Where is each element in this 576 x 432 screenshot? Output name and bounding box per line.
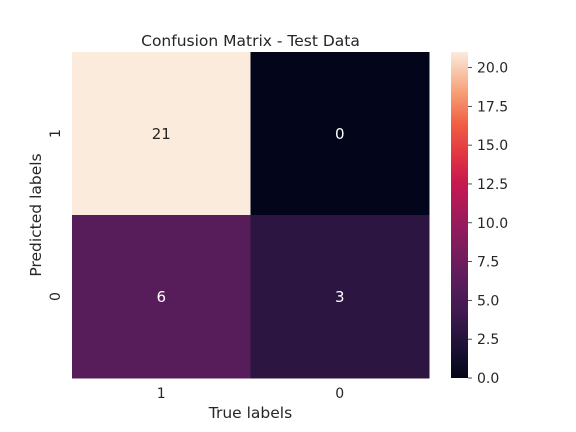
x-axis-label: True labels (208, 404, 292, 422)
colorbar-tick-label: 20.0 (477, 61, 508, 77)
colorbar-tick-label: 10.0 (477, 216, 508, 232)
colorbar-tick-label: 0.0 (477, 371, 499, 387)
colorbar-tick-label: 17.5 (477, 99, 508, 115)
colorbar (451, 52, 468, 378)
y-tick-label: 0 (48, 292, 64, 301)
colorbar-ticks: 0.0 2.5 5.0 7.5 10.0 12.5 15.0 17.5 20.0 (468, 61, 508, 387)
heatmap-cells: 21 0 6 3 (72, 52, 430, 379)
cell-annotation: 3 (335, 288, 345, 306)
y-tick-label: 1 (48, 129, 64, 138)
colorbar-tick-label: 15.0 (477, 138, 508, 154)
colorbar-tick-label: 5.0 (477, 293, 499, 309)
chart-title: Confusion Matrix - Test Data (141, 32, 360, 50)
colorbar-tick-label: 12.5 (477, 177, 508, 193)
x-tick-label: 1 (157, 386, 166, 402)
colorbar-tick-label: 7.5 (477, 255, 499, 271)
cell-annotation: 0 (335, 125, 345, 143)
y-axis-label: Predicted labels (27, 153, 45, 276)
x-tick-label: 0 (335, 386, 344, 402)
cell-annotation: 6 (156, 288, 166, 306)
colorbar-tick-label: 2.5 (477, 332, 499, 348)
cell-annotation: 21 (152, 125, 171, 143)
y-axis-ticks: 10 (48, 129, 64, 301)
